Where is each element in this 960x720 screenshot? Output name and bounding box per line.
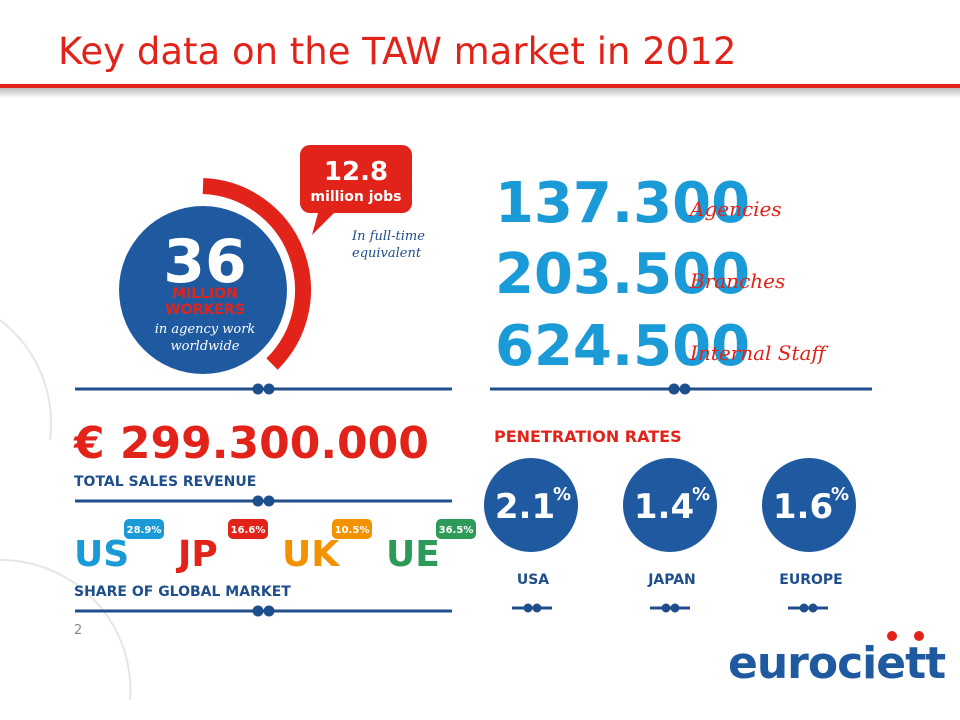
- count-number: 137.300: [495, 171, 750, 236]
- title-rule: [0, 84, 960, 88]
- jobs-note: equivalent: [352, 246, 422, 261]
- workers-unit: WORKERS: [165, 302, 244, 318]
- region: EUROPE: [779, 572, 842, 588]
- count-label: Branches: [689, 269, 785, 293]
- count-label: Agencies: [688, 197, 782, 221]
- share-code: US: [74, 534, 129, 575]
- page-number: 2: [74, 623, 82, 638]
- count-label: Internal Staff: [689, 341, 829, 365]
- revenue-label: TOTAL SALES REVENUE: [74, 474, 256, 490]
- jobs-note: In full-time: [351, 229, 425, 244]
- region-globe: [623, 458, 717, 552]
- jobs-number: 12.8: [324, 157, 388, 187]
- bubble: [300, 145, 412, 213]
- region-globe: [762, 458, 856, 552]
- share-bubble: [228, 519, 268, 539]
- jobs-arc: [202, 178, 311, 370]
- share-bubble: [124, 519, 164, 539]
- counts: 137.300 Agencies 203.500 Branches 624.50…: [495, 171, 829, 379]
- rate-unit: %: [831, 484, 849, 505]
- rate-unit: %: [692, 484, 710, 505]
- share-code: JP: [175, 534, 218, 575]
- revenue-number: € 299.300.000: [73, 418, 429, 469]
- title: Key data on the TAW market in 2012: [58, 30, 736, 73]
- rate-unit: %: [553, 484, 571, 505]
- count-number: 624.500: [495, 314, 750, 379]
- penetration-title: PENETRATION RATES: [494, 427, 682, 446]
- share-code: UE: [386, 534, 440, 575]
- workers-caption: worldwide: [171, 339, 240, 354]
- rate: 1.6: [773, 487, 833, 527]
- rate: 1.4: [634, 487, 694, 527]
- decor: [0, 319, 132, 701]
- share-bubble: [332, 519, 372, 539]
- globe: [119, 206, 287, 374]
- share-code: UK: [282, 534, 340, 575]
- title-shadow: [0, 88, 960, 98]
- logo-dot: [914, 631, 924, 641]
- jobs-unit: million jobs: [310, 189, 401, 205]
- penetration: 2.1% USA 1.4% JAPAN 1.6% EUROPE: [484, 458, 856, 588]
- dividers: [75, 383, 872, 617]
- logo-dot: [887, 631, 897, 641]
- bubble-tail: [312, 213, 334, 235]
- share-title: SHARE OF GLOBAL MARKET: [74, 584, 291, 600]
- region: USA: [517, 572, 549, 588]
- share-value: 16.6%: [231, 525, 266, 536]
- share-bubble: [436, 519, 476, 539]
- share-value: 36.5%: [439, 525, 474, 536]
- workers-unit: MILLION: [172, 286, 238, 302]
- region: JAPAN: [647, 572, 696, 588]
- logo: eurociett: [728, 638, 946, 689]
- share-value: 28.9%: [127, 525, 162, 536]
- workers-number: 36: [163, 227, 247, 297]
- share-value: 10.5%: [335, 525, 370, 536]
- rate: 2.1: [495, 487, 555, 527]
- count-number: 203.500: [495, 242, 750, 307]
- workers-caption: in agency work: [155, 322, 256, 337]
- region-globe: [484, 458, 578, 552]
